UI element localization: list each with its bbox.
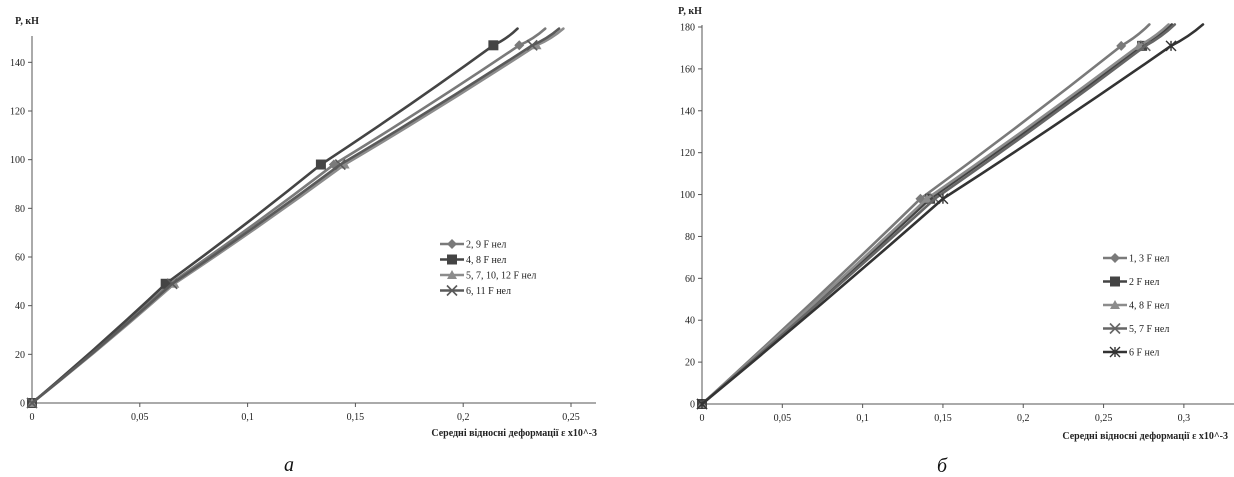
y-tick-label: 20 [15, 350, 25, 361]
y-tick-label: 60 [685, 274, 695, 285]
data-point [696, 398, 708, 410]
y-axis-label: P, кН [678, 6, 702, 17]
data-point [334, 158, 346, 171]
y-tick-label: 0 [690, 400, 695, 411]
series-line-1 [30, 27, 547, 405]
y-tick-label: 40 [15, 301, 25, 312]
legend-marker [446, 284, 458, 297]
chart-b: 0 20 40 60 80 100 120 140 160 180 0 0,05 0,1 0,15 0,2 0… [678, 6, 1234, 477]
x-tick-label: 0,15 [934, 413, 952, 424]
legend-label: 4, 8 F нел [1129, 301, 1169, 312]
figure-caption: а [284, 454, 294, 476]
y-axis-label: P, кН [15, 16, 39, 27]
legend-marker [1110, 300, 1120, 309]
y-tick-label: 100 [680, 190, 695, 201]
data-point [925, 193, 936, 204]
y-tick-label: 120 [10, 107, 25, 118]
series-line-4 [30, 27, 561, 405]
data-point [160, 278, 171, 289]
y-tick-label: 80 [685, 232, 695, 243]
figure-caption: б [937, 455, 948, 477]
legend-marker [1110, 276, 1120, 287]
data-point [166, 278, 178, 290]
series-line-5 [700, 23, 1205, 406]
data-point [1137, 40, 1148, 51]
legend-marker [1109, 346, 1121, 358]
y-tick-label: 80 [15, 204, 25, 215]
y-tick-label: 0 [20, 399, 25, 410]
y-tick-label: 160 [680, 64, 695, 75]
x-tick-label: 0,2 [1017, 413, 1030, 424]
legend-marker [447, 270, 457, 279]
legend-label: 6 F нел [1129, 348, 1159, 359]
data-point [921, 193, 932, 203]
series-line-3 [30, 27, 565, 405]
x-tick-label: 0 [30, 412, 35, 423]
legend-marker [447, 239, 457, 249]
data-point [1116, 40, 1127, 51]
data-point [514, 40, 525, 51]
y-tick-label: 20 [685, 358, 695, 369]
data-point [488, 40, 499, 51]
legend-label: 5, 7 F нел [1129, 324, 1169, 335]
data-point [1165, 40, 1177, 52]
x-tick-label: 0 [700, 413, 705, 424]
data-point [526, 39, 538, 51]
y-tick-label: 140 [680, 106, 695, 117]
x-tick-label: 0,2 [457, 412, 470, 423]
legend-label: 2 F нел [1129, 277, 1159, 288]
x-tick-label: 0,25 [562, 412, 580, 423]
x-tick-label: 0,3 [1178, 413, 1191, 424]
x-tick-label: 0,25 [1095, 413, 1113, 424]
x-tick-label: 0,05 [131, 412, 149, 423]
y-tick-label: 120 [680, 148, 695, 159]
x-tick-label: 0,15 [347, 412, 365, 423]
chart-a: 0 20 40 60 80 100 120 140 0 0,05 0,1 0,15 0,2 0,25 P, … [10, 16, 597, 476]
legend-label: 4, 8 F нел [466, 255, 506, 266]
x-tick-label: 0,1 [241, 412, 254, 423]
y-tick-label: 140 [10, 58, 25, 69]
x-tick-label: 0,05 [774, 413, 792, 424]
data-point [26, 397, 38, 409]
y-tick-label: 180 [680, 23, 695, 34]
y-tick-label: 60 [15, 253, 25, 264]
legend-label: 2, 9 F нел [466, 240, 506, 251]
legend-label: 1, 3 F нел [1129, 254, 1169, 265]
y-tick-label: 100 [10, 155, 25, 166]
series-line-1 [700, 23, 1151, 406]
data-point [315, 159, 326, 170]
data-point [1139, 40, 1151, 52]
x-axis-label: Середні відносні деформації ε х10^-3 [431, 428, 597, 439]
x-tick-label: 0,1 [856, 413, 869, 424]
data-point [937, 193, 949, 205]
legend-label: 6, 11 F нел [466, 286, 511, 297]
y-tick-label: 40 [685, 316, 695, 327]
legend-label: 5, 7, 10, 12 F нел [466, 271, 536, 282]
legend-marker [1110, 253, 1120, 263]
legend-marker [447, 254, 457, 265]
series-line-3 [700, 23, 1170, 406]
x-axis-label: Середні відносні деформації ε х10^-3 [1062, 431, 1228, 442]
series-line-2 [700, 23, 1174, 406]
legend-marker [1109, 322, 1121, 335]
series-line-4 [700, 23, 1177, 406]
